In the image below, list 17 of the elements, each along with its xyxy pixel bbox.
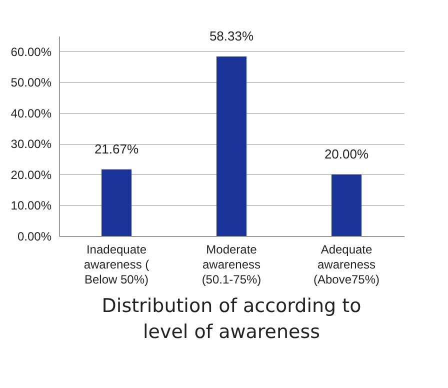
data-label: 21.67%	[94, 141, 139, 156]
data-label: 58.33%	[209, 28, 254, 44]
text: Distribution of according to level of awareness	[102, 295, 362, 343]
y-tick-label: 20.00%	[10, 168, 52, 182]
y-tick-label: 30.00%	[10, 137, 52, 152]
y-tick-label: 40.00%	[10, 106, 52, 120]
bar	[332, 174, 362, 236]
y-tick-label: 0.00%	[17, 230, 52, 244]
bar	[102, 169, 132, 236]
x-tick-label: Adequate awareness (Above75%)	[313, 242, 380, 286]
x-tick-label: Moderate awareness (50.1-75%)	[202, 242, 262, 286]
bar	[216, 56, 246, 236]
x-tick-label: Inadequate awareness ( Below 50%)	[84, 242, 150, 286]
data-label: 20.00%	[324, 146, 369, 162]
y-tick-label: 10.00%	[10, 198, 52, 213]
y-tick-label: 50.00%	[10, 76, 52, 90]
y-tick-label: 60.00%	[10, 44, 52, 59]
